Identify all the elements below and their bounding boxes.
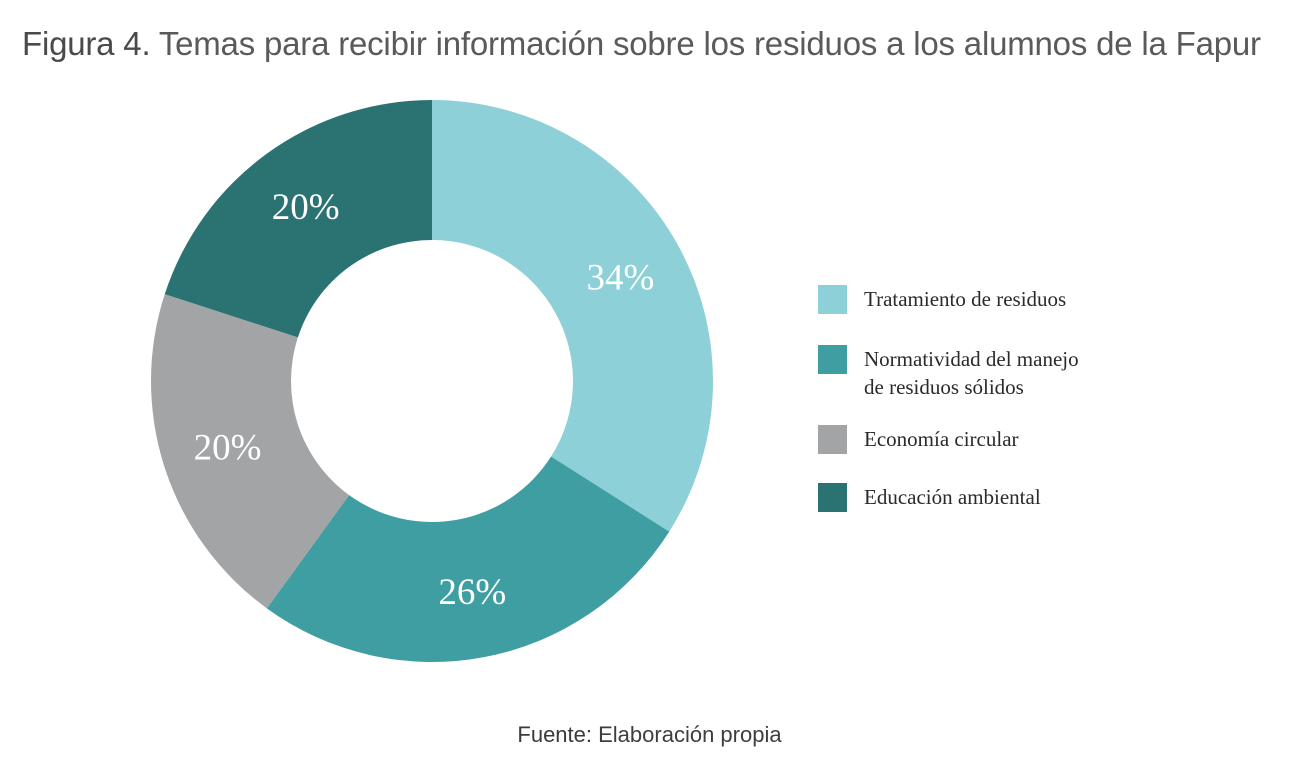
source-text: Elaboración propia [598, 722, 782, 747]
chart-legend: Tratamiento de residuos Normatividad del … [818, 285, 1079, 512]
slice-educacion-ambiental [164, 100, 432, 338]
legend-swatch-educacion-ambiental [818, 483, 847, 512]
slice-labels: 34% 26% 20% 20% [194, 187, 655, 613]
slice-value-normatividad-del-manejo-de-residuos-solidos: 26% [438, 572, 506, 613]
slice-economia-circular [150, 294, 350, 609]
legend-label-tratamiento-de-residuos: Tratamiento de residuos [864, 287, 1066, 311]
legend-swatch-economia-circular [818, 425, 847, 454]
source-label: Fuente: [517, 722, 592, 747]
figure-title-text: Temas para recibir información sobre los… [158, 25, 1261, 62]
figure-source: Fuente: Elaboración propia [0, 722, 1299, 748]
slice-tratamiento-de-residuos [432, 100, 713, 532]
figure-title: Figura 4. Temas para recibir información… [22, 25, 1292, 63]
legend-label-educacion-ambiental: Educación ambiental [864, 485, 1041, 509]
slice-value-economia-circular: 20% [194, 427, 262, 468]
legend-label-normatividad-del-manejo-de-residuos-solidos: Normatividad del manejo de residuos sólid… [864, 347, 1079, 399]
legend-label-economia-circular: Economía circular [864, 427, 1019, 451]
slice-value-tratamiento-de-residuos: 34% [586, 257, 654, 298]
slice-normatividad-del-manejo-de-residuos-solidos [266, 456, 670, 662]
figure-number: Figura 4. [22, 25, 151, 62]
donut-slices [150, 100, 713, 662]
legend-swatch-normatividad-del-manejo-de-residuos-solidos [818, 345, 847, 374]
legend-swatch-tratamiento-de-residuos [818, 285, 847, 314]
slice-value-educacion-ambiental: 20% [272, 187, 340, 228]
